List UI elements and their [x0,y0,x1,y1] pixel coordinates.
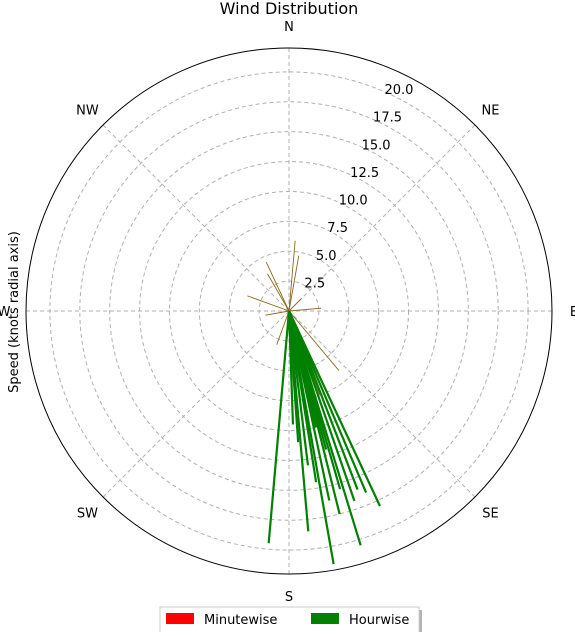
radial-tick-label: 5.0 [316,249,337,264]
bar-hourwise [287,310,295,425]
angular-gridline [102,124,290,312]
legend-swatch-minutewise [166,613,194,624]
radial-tick-label: 7.5 [327,221,348,236]
bar-minutewise [276,310,290,345]
polar-grid [25,47,553,575]
bar-hourwise [287,310,368,493]
bar-minutewise [247,295,290,312]
y-axis-label: Speed (knots radial axis) [7,231,22,393]
chart-title: Wind Distribution [220,0,359,18]
legend-label-hourwise: Hourwise [349,613,409,628]
radial-tick-label: 2.5 [304,276,325,291]
bar-hourwise [287,310,310,466]
bar-minutewise [288,298,302,312]
bar-hourwise [287,310,356,502]
direction-label-nw: NW [76,103,99,118]
radial-tick-label: 10.0 [339,194,368,209]
axis-labels: 2.5 5.0 7.5 10.0 12.5 15.0 17.5 20.0 N NE E SE S SW W N… [0,20,575,605]
radial-gridline [109,131,469,491]
radial-tick-label: 12.5 [350,166,379,181]
bar-hourwise [267,310,291,544]
legend: Minutewise Hourwise [159,606,422,636]
bar-minutewise [288,310,340,371]
angular-gridline [102,310,290,498]
legend-label-minutewise: Minutewise [204,613,277,628]
direction-label-e: E [570,305,575,320]
bar-minutewise [265,310,290,316]
angular-gridline [288,124,476,312]
direction-label-n: N [284,20,294,35]
radial-tick-label: 17.5 [373,111,402,126]
bar-hourwise [287,310,359,490]
legend-box [159,606,420,634]
direction-label-sw: SW [77,507,98,522]
polar-frame [25,47,553,575]
bar-minutewise [288,255,300,312]
radial-tick-label: 15.0 [362,138,391,153]
bar-minutewise [288,240,296,312]
bar-hourwise [287,310,317,428]
bar-minutewise [288,307,322,312]
direction-label-ne: NE [482,103,500,118]
direction-label-s: S [285,590,293,605]
bar-minutewise [267,273,290,312]
direction-label-w: W [0,305,11,320]
radial-gridline [198,220,380,402]
radial-tick-label: 20.0 [384,83,413,98]
bar-minutewise [265,262,290,312]
radial-gridline [79,101,499,521]
legend-swatch-hourwise [311,613,339,624]
bars-layer [247,240,381,565]
direction-label-se: SE [482,507,498,522]
bar-hourwise [288,310,381,507]
angular-gridline [288,310,476,498]
